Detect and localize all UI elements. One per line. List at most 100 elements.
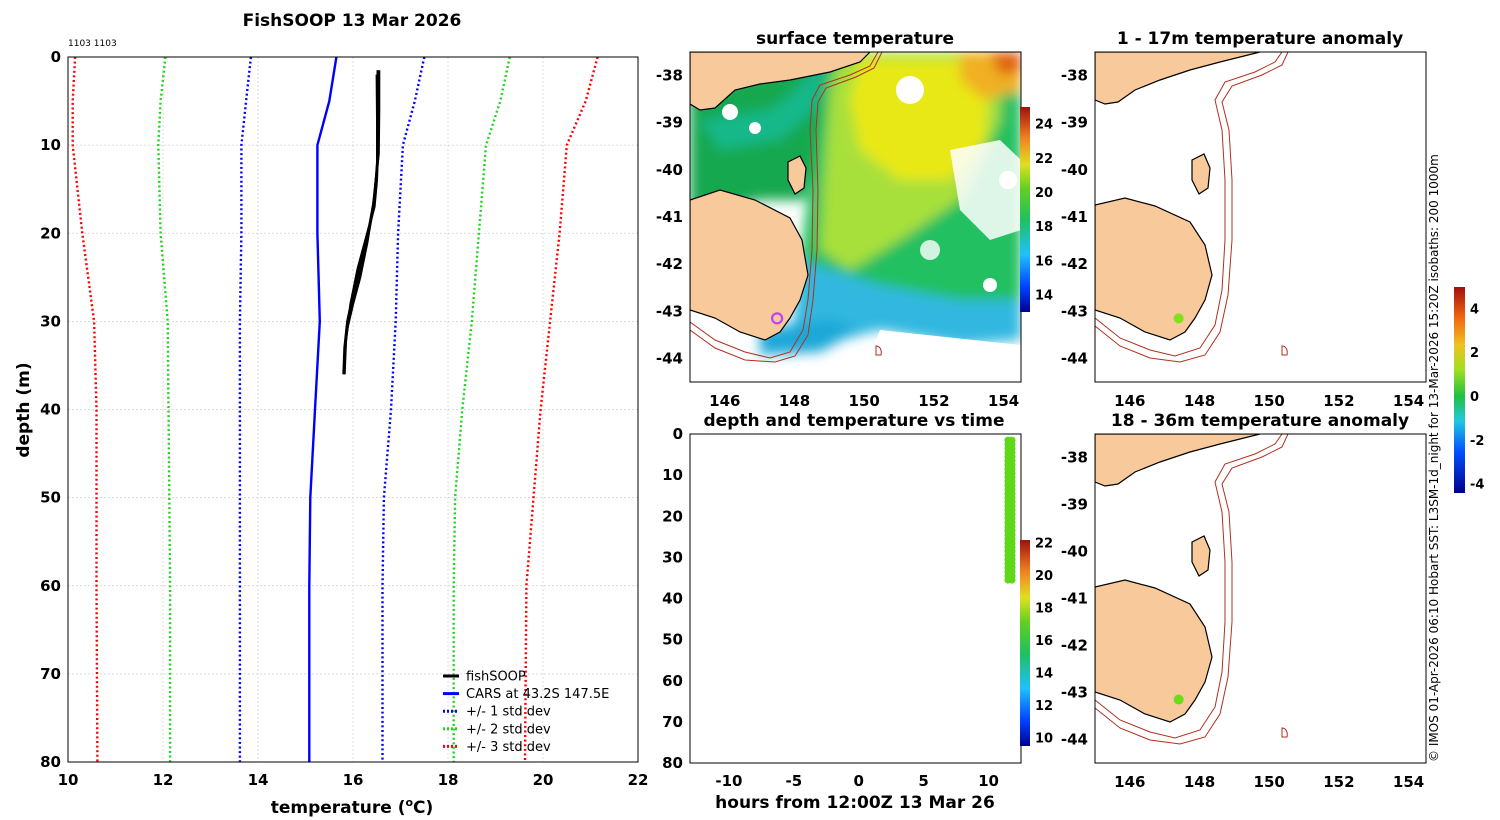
colorbar-tick-label: 16 <box>1035 254 1053 269</box>
colorbar-tick-label: 0 <box>1470 390 1479 405</box>
y-tick-label: 80 <box>662 754 683 772</box>
x-tick-label: 16 <box>343 771 364 789</box>
x-tick-label: 18 <box>438 771 459 789</box>
series-line-fishsoop <box>343 70 380 375</box>
lon-tick-label: 146 <box>1114 392 1145 410</box>
series-line-cars-at-43-2s-147-5e <box>308 56 338 762</box>
time-xlabel: hours from 12:00Z 13 Mar 26 <box>715 793 995 813</box>
surface-temperature-map: surface temperature <box>656 29 1053 410</box>
y-tick-label: 0 <box>51 48 61 66</box>
anom-shallow-title: 1 - 17m temperature anomaly <box>1117 29 1403 49</box>
y-tick-label: 0 <box>673 425 683 443</box>
y-tick-label: 30 <box>40 312 61 330</box>
credit-text: © IMOS 01-Apr-2026 06:10 Hobart SST: L3S… <box>1427 154 1441 762</box>
land-masses <box>1095 52 1261 341</box>
y-tick-label: 20 <box>662 507 683 525</box>
profile-title: FishSOOP 13 Mar 2026 <box>243 11 462 31</box>
lat-tick-label: -43 <box>656 302 683 320</box>
profile-xlabel: temperature (oC) <box>271 796 434 818</box>
y-tick-label: 60 <box>662 672 683 690</box>
surface-title: surface temperature <box>756 29 954 49</box>
lon-tick-label: 152 <box>918 392 949 410</box>
profile-legend: fishSOOP CARS at 43.2S 147.5E +/- 1 std de… <box>443 670 609 755</box>
colorbar-tick-label: -4 <box>1470 478 1484 493</box>
lon-tick-label: 146 <box>709 392 740 410</box>
lon-tick-label: 152 <box>1323 392 1354 410</box>
station-marker <box>771 312 784 325</box>
lat-tick-label: -44 <box>656 349 683 367</box>
colorbar-tick-label: 14 <box>1035 667 1053 682</box>
legend-label: CARS at 43.2S 147.5E <box>466 687 609 702</box>
lon-tick-label: 154 <box>1393 773 1424 791</box>
profile-subtitle: 1103 1103 <box>68 39 117 49</box>
lat-tick-label: -40 <box>656 161 683 179</box>
isobaths <box>1095 434 1289 745</box>
y-tick-label: 70 <box>40 665 61 683</box>
lon-tick-label: 146 <box>1114 773 1145 791</box>
time-point <box>1008 576 1016 584</box>
time-series-points <box>1004 436 1016 584</box>
isobaths <box>690 52 883 363</box>
x-tick-label: 14 <box>248 771 269 789</box>
y-tick-label: 60 <box>40 577 61 595</box>
lon-tick-label: 154 <box>988 392 1019 410</box>
lat-tick-label: -39 <box>656 114 683 132</box>
colorbar-tick-label: 22 <box>1035 537 1053 552</box>
depth-temperature-time-plot: depth and temperature vs time -10 -5 0 5 10 0… <box>662 411 1053 813</box>
lon-tick-label: 148 <box>1184 773 1215 791</box>
time-colorbar <box>1020 540 1030 746</box>
anom-shallow-tick-labels: 146 148 150 152 154 -38 -39 -40 -41 -42 -43 -44 <box>1061 67 1424 410</box>
lat-tick-label: -41 <box>656 208 683 226</box>
series-line--1-std-dev <box>238 56 253 762</box>
x-tick-label: 10 <box>978 772 999 790</box>
x-tick-label: 22 <box>628 771 649 789</box>
series-line-fishsoop <box>342 74 379 375</box>
profile-tick-labels: 10 12 14 16 18 20 22 0 10 20 30 40 50 60 70 80 <box>40 48 648 789</box>
lat-tick-label: -40 <box>1061 161 1088 179</box>
y-tick-label: 50 <box>662 631 683 649</box>
colorbar-tick-label: 4 <box>1470 302 1479 317</box>
lon-tick-label: 154 <box>1393 392 1424 410</box>
lon-tick-label: 150 <box>1254 392 1285 410</box>
colorbar-tick-label: 20 <box>1035 186 1053 201</box>
sst-field <box>690 52 1021 355</box>
land-masses <box>1095 434 1261 723</box>
lat-tick-label: -44 <box>1061 349 1088 367</box>
x-tick-label: 20 <box>533 771 554 789</box>
colorbar-tick-label: 14 <box>1035 288 1053 303</box>
y-tick-label: 10 <box>40 136 61 154</box>
lat-tick-label: -38 <box>656 67 683 85</box>
surface-tick-labels: 146 148 150 152 154 -38 -39 -40 -41 -42 -43 -44 <box>656 67 1019 410</box>
legend-label: fishSOOP <box>466 670 526 685</box>
x-tick-label: -5 <box>786 772 803 790</box>
lon-tick-label: 150 <box>1254 773 1285 791</box>
anomaly-marker <box>1173 313 1184 324</box>
series-line--2-std-dev-upper <box>452 56 511 762</box>
deep-anomaly-map: 18 - 36m temperature anomaly 146 148 150 15… <box>1061 287 1484 791</box>
anomaly-colorbar-ticks: -4 -2 0 2 4 <box>1470 302 1484 492</box>
anom-deep-axes-frame <box>1094 433 1427 764</box>
series-line-fishsoop <box>343 70 381 357</box>
y-tick-label: 10 <box>662 466 683 484</box>
anomaly-marker <box>1173 694 1184 705</box>
time-axes-frame <box>689 433 1022 764</box>
surface-colorbar-ticks: 14 16 18 20 22 24 <box>1035 118 1053 304</box>
colorbar-tick-label: 10 <box>1035 731 1053 746</box>
series-line--1-std-dev-upper <box>381 56 426 762</box>
lat-tick-label: -38 <box>1061 449 1088 467</box>
profile-ylabel: depth (m) <box>14 362 34 457</box>
colorbar-tick-label: 20 <box>1035 569 1053 584</box>
time-title: depth and temperature vs time <box>704 411 1005 431</box>
colorbar-tick-label: 18 <box>1035 220 1053 235</box>
lat-tick-label: -39 <box>1061 496 1088 514</box>
legend-label: +/- 1 std dev <box>466 705 551 720</box>
y-tick-label: 30 <box>662 548 683 566</box>
lat-tick-label: -43 <box>1061 684 1088 702</box>
shallow-anomaly-map: 1 - 17m temperature anomaly 146 148 150 152… <box>1061 29 1427 410</box>
colorbar-tick-label: 24 <box>1035 118 1053 133</box>
colorbar-tick-label: 12 <box>1035 699 1053 714</box>
colorbar-tick-label: 16 <box>1035 634 1053 649</box>
x-tick-label: 0 <box>854 772 864 790</box>
lat-tick-label: -40 <box>1061 543 1088 561</box>
profile-gridlines <box>67 56 639 763</box>
